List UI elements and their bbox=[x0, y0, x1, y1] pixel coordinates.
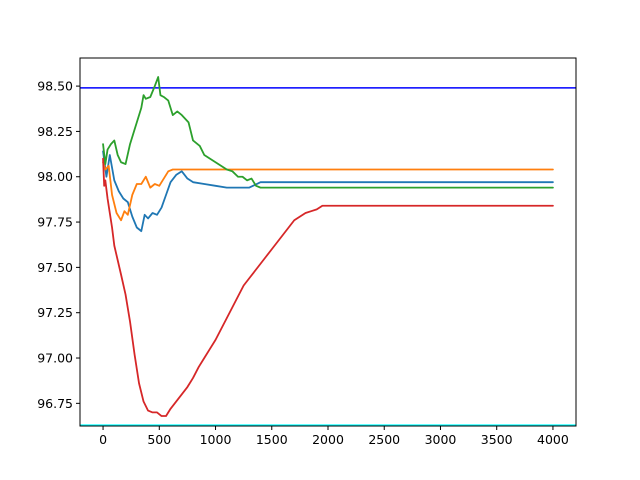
x-tick-label: 1000 bbox=[200, 432, 232, 447]
x-tick-label: 2500 bbox=[368, 432, 400, 447]
x-tick-label: 0 bbox=[99, 432, 107, 447]
y-tick-label: 97.50 bbox=[37, 260, 73, 275]
series-line-3 bbox=[102, 157, 554, 417]
data-series bbox=[102, 76, 554, 417]
x-tick-label: 3500 bbox=[481, 432, 513, 447]
x-axis: 0 500 1000 1500 2000 2500 3000 3500 4000 bbox=[99, 426, 569, 447]
series-line-0 bbox=[102, 150, 554, 233]
series-line-2 bbox=[102, 76, 554, 189]
y-tick-label: 98.50 bbox=[37, 79, 73, 94]
y-tick-label: 97.00 bbox=[37, 351, 73, 366]
y-tick-label: 96.75 bbox=[37, 396, 73, 411]
plot-area-frame bbox=[79, 57, 577, 427]
y-tick-label: 98.25 bbox=[37, 124, 73, 139]
x-tick-label: 2000 bbox=[312, 432, 344, 447]
y-tick-label: 98.00 bbox=[37, 169, 73, 184]
y-tick-label: 97.25 bbox=[37, 305, 73, 320]
y-tick-label: 97.75 bbox=[37, 215, 73, 230]
x-tick-label: 4000 bbox=[537, 432, 569, 447]
x-tick-label: 3000 bbox=[425, 432, 457, 447]
x-tick-label: 500 bbox=[147, 432, 171, 447]
reference-lines bbox=[80, 87, 576, 426]
y-axis: 96.75 97.00 97.25 97.50 97.75 98.00 98.25 98.50 bbox=[37, 79, 80, 411]
series-line-1 bbox=[102, 161, 554, 222]
x-tick-label: 1500 bbox=[256, 432, 288, 447]
